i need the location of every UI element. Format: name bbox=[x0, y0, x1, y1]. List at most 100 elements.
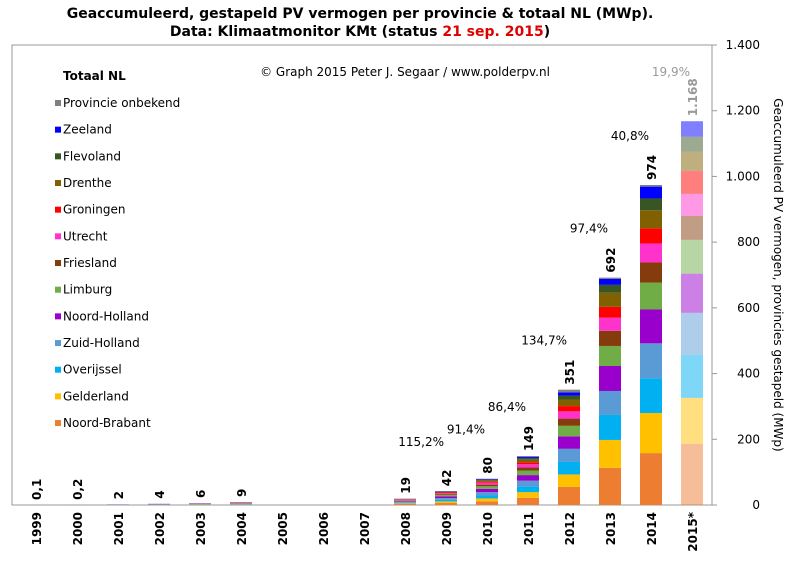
bar-segment bbox=[599, 307, 621, 318]
bar-segment bbox=[599, 278, 621, 279]
legend-label: Zuid-Holland bbox=[63, 336, 140, 350]
bar-segment bbox=[681, 137, 703, 152]
bar-segment bbox=[476, 482, 498, 483]
bar-segment bbox=[599, 331, 621, 346]
total-label: 19 bbox=[399, 477, 413, 494]
bar-segment bbox=[517, 492, 539, 498]
bar-segment bbox=[435, 495, 457, 496]
bar-segment bbox=[599, 415, 621, 440]
total-label: 80 bbox=[481, 457, 495, 474]
bar-segment bbox=[517, 456, 539, 457]
bar-segment bbox=[599, 391, 621, 415]
legend-swatch bbox=[55, 287, 61, 293]
x-tick-label: 2005 bbox=[276, 512, 290, 545]
y-tick-label: 1.000 bbox=[726, 169, 760, 183]
bar-segment bbox=[558, 474, 580, 486]
bar-segment bbox=[476, 480, 498, 481]
bar-segment bbox=[394, 504, 416, 505]
bar-segment bbox=[681, 398, 703, 444]
bar-segment bbox=[476, 485, 498, 487]
bar-segment bbox=[517, 468, 539, 471]
y-tick-label: 1.400 bbox=[726, 38, 760, 52]
subtitle-suffix: ) bbox=[544, 24, 550, 40]
bar-segment bbox=[435, 503, 457, 505]
bar-segment bbox=[681, 121, 703, 136]
bar-segment bbox=[640, 413, 662, 453]
bar-segment bbox=[435, 493, 457, 494]
x-tick-label: 2013 bbox=[604, 512, 618, 545]
bar-segment bbox=[681, 355, 703, 398]
total-label: 0,2 bbox=[71, 479, 85, 500]
bar-segment bbox=[517, 457, 539, 458]
bar-segment bbox=[517, 462, 539, 464]
bar-segment bbox=[435, 496, 457, 498]
bar-segment bbox=[558, 396, 580, 400]
total-label: 1.168 bbox=[686, 78, 700, 116]
bar-segment bbox=[517, 458, 539, 459]
growth-label: 40,8% bbox=[611, 129, 649, 143]
legend-label: Friesland bbox=[63, 256, 117, 270]
bar-segment bbox=[558, 449, 580, 462]
total-label: 4 bbox=[153, 490, 167, 498]
legend-swatch bbox=[55, 367, 61, 373]
bar-segment bbox=[599, 468, 621, 505]
y-tick-label: 200 bbox=[737, 432, 760, 446]
copyright: © Graph 2015 Peter J. Segaar / www.polde… bbox=[260, 65, 550, 79]
legend-swatch bbox=[55, 393, 61, 399]
legend-label: Zeeland bbox=[63, 123, 112, 137]
legend-swatch bbox=[55, 180, 61, 186]
legend-label: Drenthe bbox=[63, 176, 112, 190]
bar-segment bbox=[517, 460, 539, 463]
legend-label: Flevoland bbox=[63, 149, 121, 163]
bar-segment bbox=[517, 487, 539, 493]
legend-label: Groningen bbox=[63, 203, 125, 217]
growth-label: 134,7% bbox=[521, 334, 567, 348]
bar-segment bbox=[558, 390, 580, 393]
bar-segment bbox=[558, 462, 580, 474]
legend-label: Noord-Holland bbox=[63, 309, 149, 323]
y-tick-label: 400 bbox=[737, 367, 760, 381]
x-tick-label: 1999 bbox=[30, 512, 44, 545]
growth-label: 86,4% bbox=[488, 400, 526, 414]
bar-segment bbox=[517, 471, 539, 476]
x-tick-label: 2009 bbox=[440, 512, 454, 545]
y-tick-label: 800 bbox=[737, 235, 760, 249]
legend-label: Noord-Brabant bbox=[63, 416, 151, 430]
legend-swatch bbox=[55, 313, 61, 319]
bar-segment bbox=[476, 480, 498, 481]
growth-label: 19,9% bbox=[652, 65, 690, 79]
bar-segment bbox=[599, 346, 621, 366]
bar-segment bbox=[435, 492, 457, 493]
chart-title: Geaccumuleerd, gestapeld PV vermogen per… bbox=[67, 6, 654, 22]
subtitle-prefix: Data: Klimaatmonitor KMt (status bbox=[170, 24, 442, 40]
x-tick-label: 2000 bbox=[71, 512, 85, 545]
legend-swatch bbox=[55, 420, 61, 426]
bar-segment bbox=[558, 436, 580, 448]
bar-segment bbox=[558, 406, 580, 411]
bar-segment bbox=[599, 366, 621, 391]
bar-segment bbox=[435, 493, 457, 494]
legend-swatch bbox=[55, 100, 61, 106]
y-tick-label: 0 bbox=[752, 498, 760, 512]
x-tick-label: 2010 bbox=[481, 512, 495, 545]
bar-segment bbox=[640, 378, 662, 413]
bar-segment bbox=[435, 498, 457, 500]
total-label: 42 bbox=[440, 469, 454, 486]
bar-segment bbox=[558, 392, 580, 395]
growth-label: 91,4% bbox=[447, 423, 485, 437]
bar-segment bbox=[476, 489, 498, 492]
total-label: 974 bbox=[645, 155, 659, 180]
bar-segment bbox=[599, 318, 621, 331]
bar-segment bbox=[435, 500, 457, 502]
legend-swatch bbox=[55, 153, 61, 159]
bar-segment bbox=[435, 494, 457, 495]
bar-segment bbox=[681, 171, 703, 194]
bar-segment bbox=[558, 400, 580, 407]
x-tick-label: 2011 bbox=[522, 512, 536, 545]
total-label: 0,1 bbox=[30, 479, 44, 500]
y-tick-label: 600 bbox=[737, 301, 760, 315]
bar-segment bbox=[599, 293, 621, 307]
bar-segment bbox=[517, 464, 539, 467]
bar-segment bbox=[640, 263, 662, 283]
bar-segment bbox=[681, 274, 703, 313]
